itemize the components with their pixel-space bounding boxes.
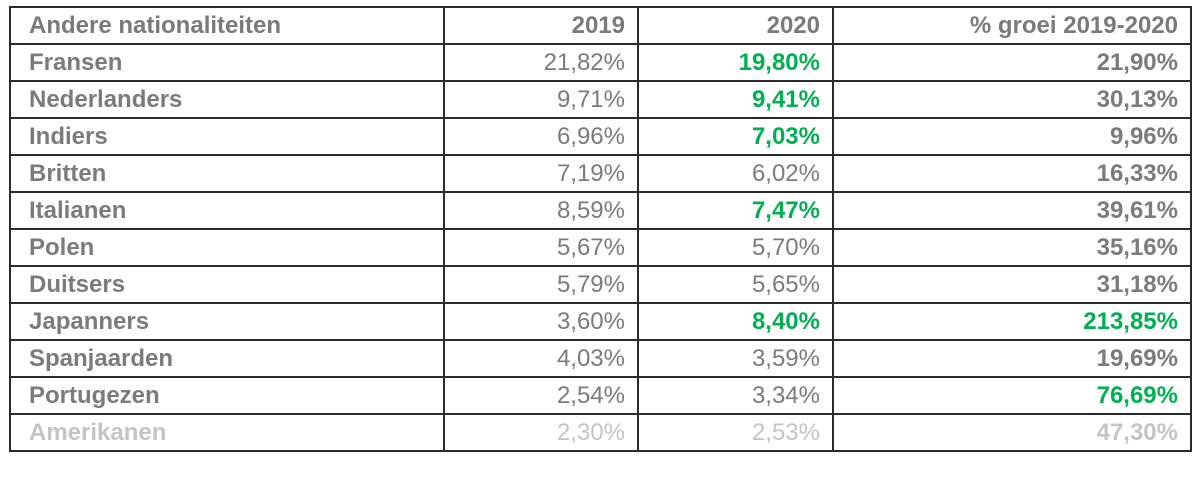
value-2020-cell: 9,41% (637, 80, 834, 119)
table-row: Spanjaarden 4,03% 3,59% 19,69% (9, 339, 1192, 378)
value-2019-cell: 4,03% (443, 339, 639, 378)
nationality-cell: Amerikanen (9, 413, 445, 452)
growth-cell: 19,69% (832, 339, 1192, 378)
value-2020-cell: 3,34% (637, 376, 834, 415)
nationalities-table: Andere nationaliteiten 2019 2020 % groei… (9, 6, 1192, 452)
value-2020-cell: 8,40% (637, 302, 834, 341)
table-row: Polen 5,67% 5,70% 35,16% (9, 228, 1192, 267)
nationality-cell: Britten (9, 154, 445, 193)
table-row: Britten 7,19% 6,02% 16,33% (9, 154, 1192, 193)
nationality-cell: Duitsers (9, 265, 445, 304)
nationality-cell: Indiers (9, 117, 445, 156)
value-2020-cell: 7,47% (637, 191, 834, 230)
growth-cell: 213,85% (832, 302, 1192, 341)
growth-cell: 9,96% (832, 117, 1192, 156)
nationality-cell: Polen (9, 228, 445, 267)
nationality-cell: Spanjaarden (9, 339, 445, 378)
value-2019-cell: 2,30% (443, 413, 639, 452)
value-2020-cell: 3,59% (637, 339, 834, 378)
header-2020: 2020 (637, 6, 834, 45)
table-row: Portugezen 2,54% 3,34% 76,69% (9, 376, 1192, 415)
value-2020-cell: 2,53% (637, 413, 834, 452)
table-row: Nederlanders 9,71% 9,41% 30,13% (9, 80, 1192, 119)
table-row: Amerikanen 2,30% 2,53% 47,30% (9, 413, 1192, 452)
value-2019-cell: 7,19% (443, 154, 639, 193)
value-2019-cell: 6,96% (443, 117, 639, 156)
nationality-cell: Portugezen (9, 376, 445, 415)
growth-cell: 47,30% (832, 413, 1192, 452)
growth-cell: 31,18% (832, 265, 1192, 304)
value-2019-cell: 8,59% (443, 191, 639, 230)
table-row: Indiers 6,96% 7,03% 9,96% (9, 117, 1192, 156)
table-row: Fransen 21,82% 19,80% 21,90% (9, 43, 1192, 82)
table-row: Japanners 3,60% 8,40% 213,85% (9, 302, 1192, 341)
value-2019-cell: 3,60% (443, 302, 639, 341)
value-2019-cell: 9,71% (443, 80, 639, 119)
nationality-cell: Italianen (9, 191, 445, 230)
table-row: Italianen 8,59% 7,47% 39,61% (9, 191, 1192, 230)
value-2019-cell: 5,79% (443, 265, 639, 304)
growth-cell: 76,69% (832, 376, 1192, 415)
value-2020-cell: 5,65% (637, 265, 834, 304)
growth-cell: 30,13% (832, 80, 1192, 119)
value-2019-cell: 2,54% (443, 376, 639, 415)
value-2019-cell: 5,67% (443, 228, 639, 267)
header-2019: 2019 (443, 6, 639, 45)
value-2020-cell: 5,70% (637, 228, 834, 267)
growth-cell: 35,16% (832, 228, 1192, 267)
nationality-cell: Fransen (9, 43, 445, 82)
value-2020-cell: 7,03% (637, 117, 834, 156)
growth-cell: 21,90% (832, 43, 1192, 82)
table-body: Fransen 21,82% 19,80% 21,90% Nederlander… (9, 43, 1192, 452)
header-nationality: Andere nationaliteiten (9, 6, 445, 45)
nationality-cell: Nederlanders (9, 80, 445, 119)
header-row: Andere nationaliteiten 2019 2020 % groei… (9, 6, 1192, 45)
growth-cell: 16,33% (832, 154, 1192, 193)
value-2020-cell: 19,80% (637, 43, 834, 82)
header-growth: % groei 2019-2020 (832, 6, 1192, 45)
value-2019-cell: 21,82% (443, 43, 639, 82)
growth-cell: 39,61% (832, 191, 1192, 230)
table-header: Andere nationaliteiten 2019 2020 % groei… (9, 6, 1192, 45)
nationality-cell: Japanners (9, 302, 445, 341)
value-2020-cell: 6,02% (637, 154, 834, 193)
table-row: Duitsers 5,79% 5,65% 31,18% (9, 265, 1192, 304)
